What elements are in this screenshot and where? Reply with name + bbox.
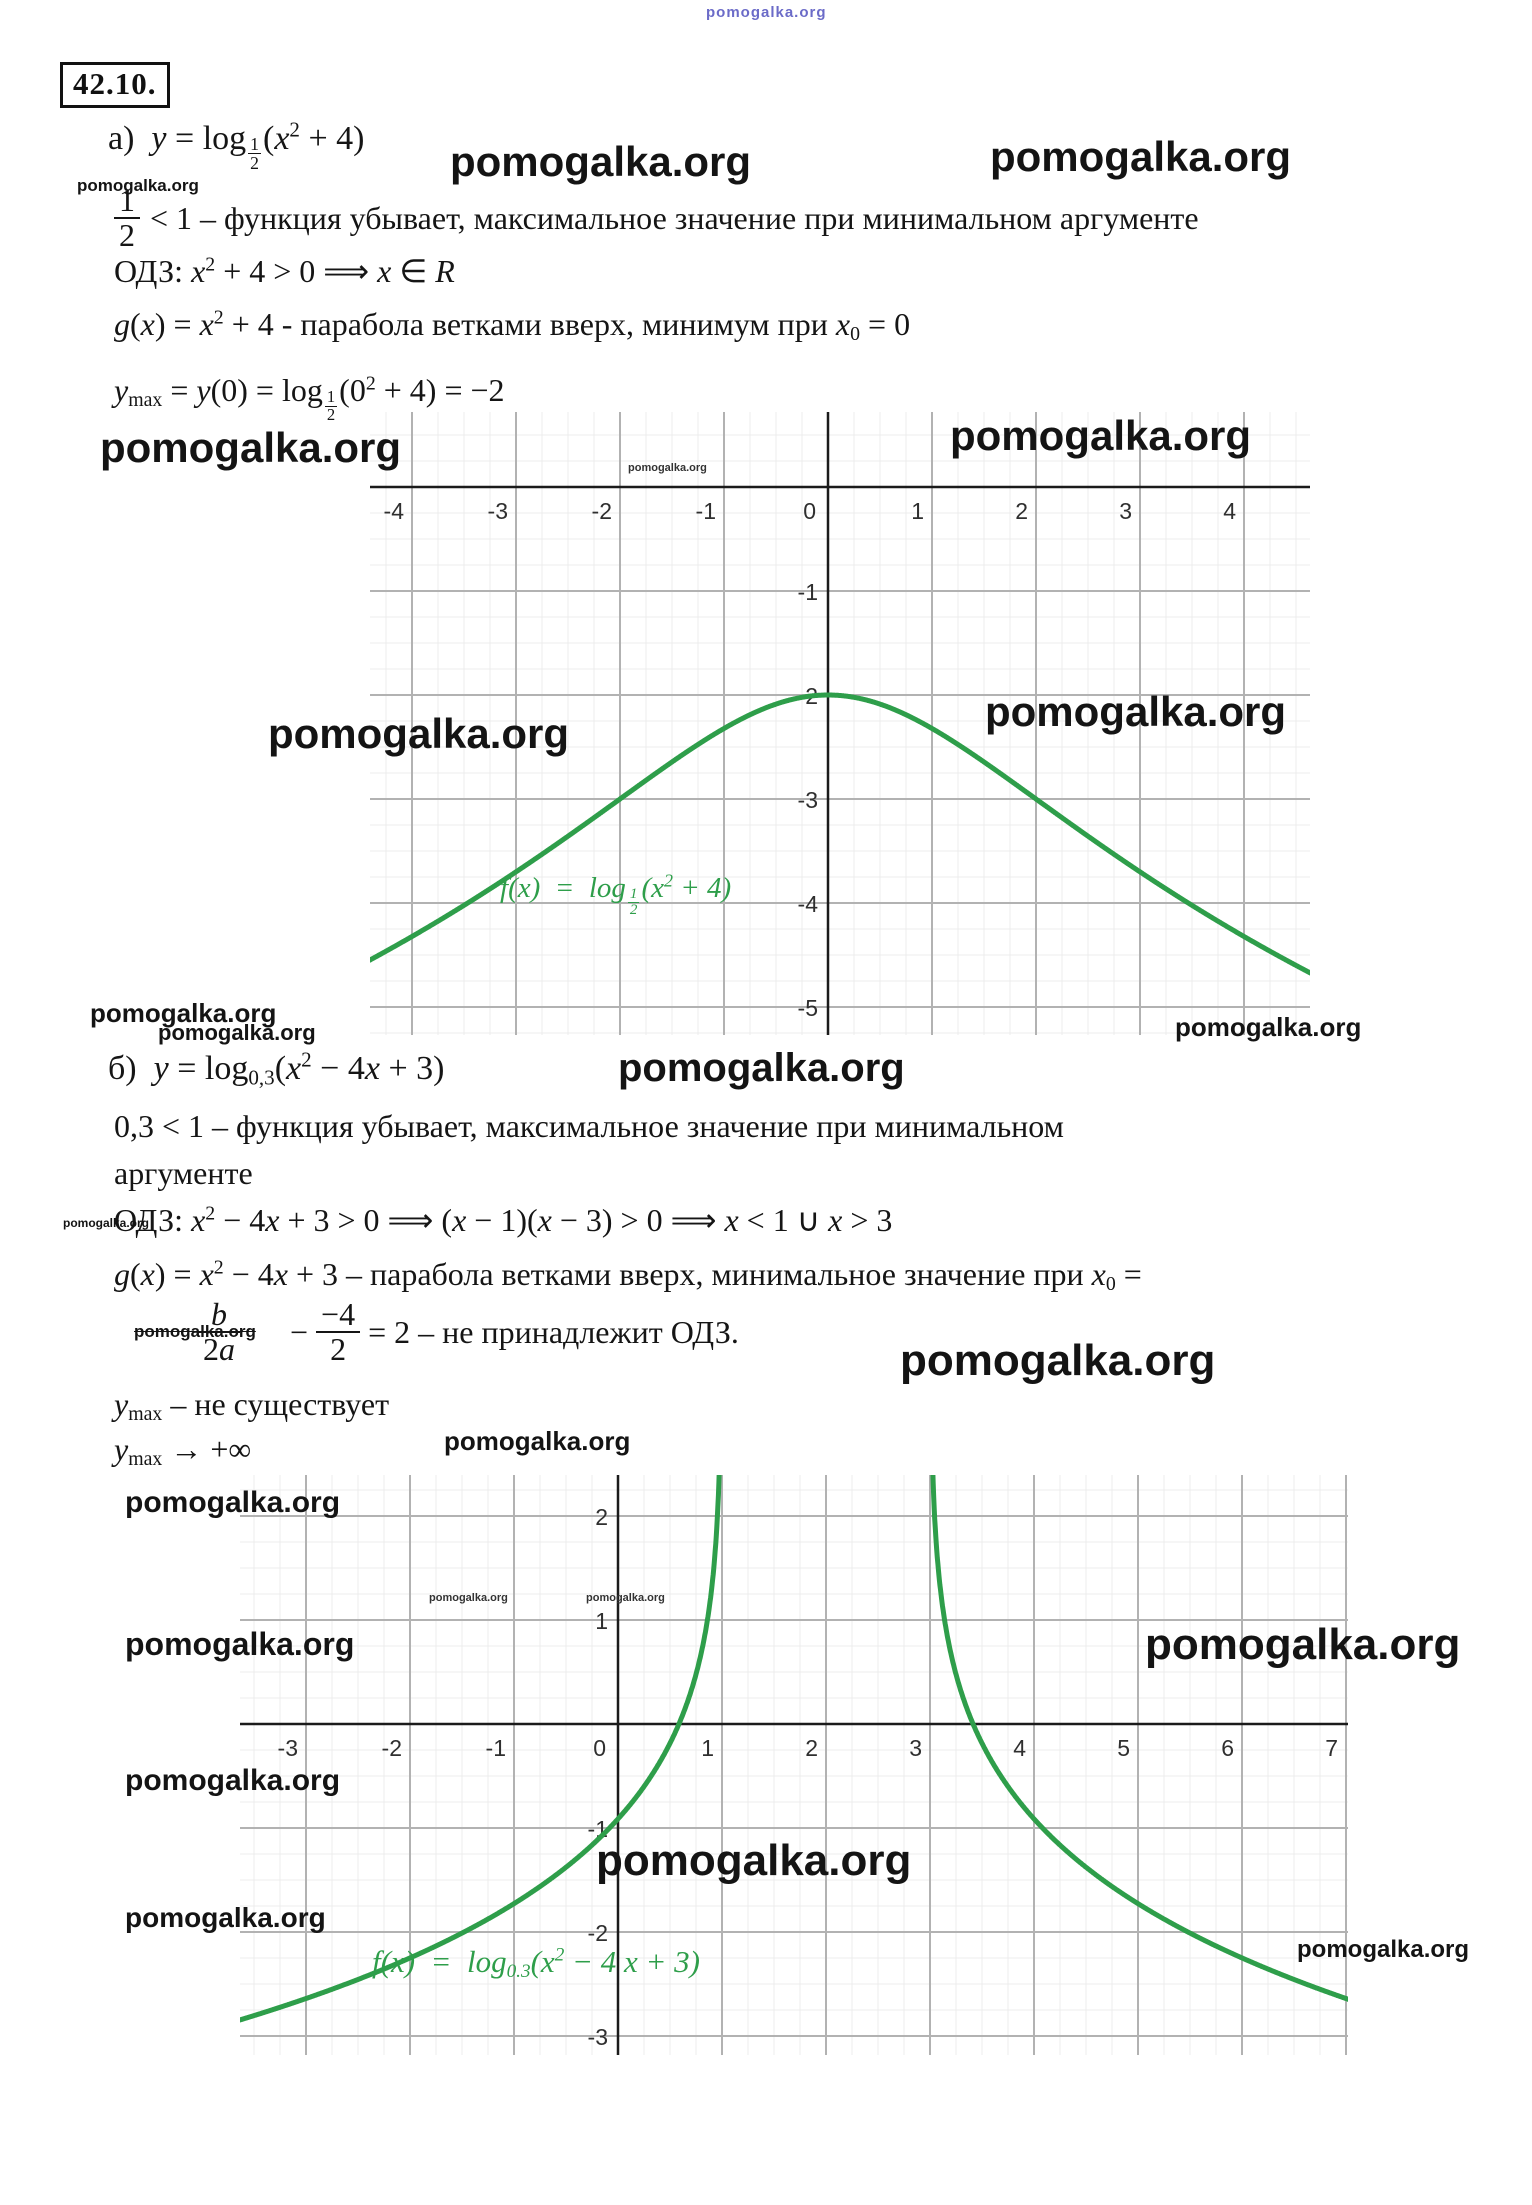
watermark: pomogalka.org	[706, 4, 827, 21]
watermark: pomogalka.org	[134, 1322, 256, 1341]
svg-text:4: 4	[1013, 1735, 1026, 1761]
svg-text:-1: -1	[486, 1735, 506, 1761]
odz-b: ОДЗ: x2 − 4x + 3 > 0 ⟹ (x − 1)(x − 3) > …	[114, 1202, 893, 1238]
svg-text:-3: -3	[798, 787, 818, 813]
svg-text:-3: -3	[278, 1735, 298, 1761]
watermark: pomogalka.org	[63, 1216, 150, 1230]
svg-text:-3: -3	[588, 2024, 608, 2050]
watermark: pomogalka.org	[125, 1626, 355, 1662]
watermark: pomogalka.org	[125, 1902, 326, 1933]
svg-text:-2: -2	[592, 498, 612, 524]
watermark: pomogalka.org	[1297, 1936, 1470, 1963]
svg-text:2: 2	[1015, 498, 1028, 524]
svg-text:-4: -4	[798, 891, 819, 917]
watermark: pomogalka.org	[268, 710, 570, 757]
svg-text:1: 1	[701, 1735, 714, 1761]
watermark: pomogalka.org	[158, 1020, 316, 1045]
watermark: pomogalka.org	[950, 412, 1252, 459]
problem-number: 42.10.	[60, 62, 170, 108]
function-graph-a: -4 -3 -2 -1 0 1 2 3 4 -1 -2 -3 -4 -5	[365, 412, 1314, 1035]
watermark: pomogalka.org	[77, 176, 199, 195]
svg-text:-4: -4	[384, 498, 405, 524]
graph-svg: -4 -3 -2 -1 0 1 2 3 4-1-2-3-4-5	[365, 412, 1314, 1035]
equation-b: б) y = log0,3(x2 − 4x + 3)	[108, 1047, 445, 1090]
odz-a: ОДЗ: x2 + 4 > 0 ⟹ x ∈ R	[114, 253, 455, 289]
svg-text:5: 5	[1117, 1735, 1130, 1761]
svg-text:1: 1	[911, 498, 924, 524]
svg-text:7: 7	[1325, 1735, 1338, 1761]
svg-text:6: 6	[1221, 1735, 1234, 1761]
watermark: pomogalka.org	[444, 1426, 631, 1456]
watermark: pomogalka.org	[1175, 1012, 1362, 1042]
watermark: pomogalka.org	[429, 1592, 508, 1604]
g-function-a: g(x) = x2 + 4 - парабола ветками вверх, …	[114, 306, 911, 345]
watermark: pomogalka.org	[596, 1836, 912, 1885]
watermark: pomogalka.org	[125, 1486, 341, 1519]
condition-a-text: < 1 – функция убывает, максимальное знач…	[150, 199, 1199, 236]
graph-svg: -3 -2 -1 0 1 2 3 4 5 6 721-1-2-3	[234, 1419, 1352, 2055]
watermark: pomogalka.org	[628, 462, 707, 474]
condition-b-line2: аргументе	[114, 1155, 253, 1191]
watermark: pomogalka.org	[100, 424, 402, 471]
watermark: pomogalka.org	[985, 688, 1287, 735]
graph-b-function-label: f(x) = log0.3(x2 − 4 x + 3)	[372, 1944, 700, 1982]
function-graph-b: -3 -2 -1 0 1 2 3 4 5 6 7 2 1 -1 -2 -3	[234, 1419, 1352, 2055]
ymax-b-line1: ymax – не существует	[114, 1386, 390, 1425]
x0-value: − −4 2 = 2 – не принадлежит ОДЗ.	[290, 1296, 739, 1367]
graph-a-function-label: f(x) = log 1 2 (x2 + 4)	[500, 870, 732, 919]
watermark: pomogalka.org	[618, 1046, 905, 1090]
svg-text:-5: -5	[798, 995, 818, 1021]
svg-text:-3: -3	[488, 498, 508, 524]
svg-text:2: 2	[805, 1735, 818, 1761]
svg-text:3: 3	[1119, 498, 1132, 524]
ymax-a: ymax = y(0) = log 1 2 (02 + 4) = −2	[114, 372, 505, 425]
watermark: pomogalka.org	[90, 998, 277, 1028]
watermark: pomogalka.org	[586, 1592, 665, 1604]
equation-a: а) y = log 1 2 (x2 + 4)	[108, 117, 365, 174]
svg-text:2: 2	[595, 1504, 608, 1530]
svg-text:0: 0	[803, 498, 816, 524]
ymax-b-line2: ymax → +∞	[114, 1431, 252, 1470]
watermark: pomogalka.org	[990, 133, 1292, 180]
svg-text:3: 3	[909, 1735, 922, 1761]
svg-text:-2: -2	[588, 1920, 608, 1946]
x0-fraction: b 2a	[198, 1292, 240, 1372]
svg-text:-1: -1	[696, 498, 716, 524]
condition-b-line1: 0,3 < 1 – функция убывает, максимальное …	[114, 1108, 1064, 1144]
watermark: pomogalka.org	[900, 1336, 1216, 1385]
watermark: pomogalka.org	[450, 138, 752, 185]
g-function-b: g(x) = x2 − 4x + 3 – парабола ветками вв…	[114, 1256, 1142, 1295]
svg-text:-1: -1	[798, 579, 818, 605]
svg-text:0: 0	[593, 1735, 606, 1761]
svg-text:4: 4	[1223, 498, 1236, 524]
watermark: pomogalka.org	[125, 1764, 341, 1797]
svg-text:-2: -2	[382, 1735, 402, 1761]
svg-text:1: 1	[595, 1608, 608, 1634]
watermark: pomogalka.org	[1145, 1620, 1461, 1669]
